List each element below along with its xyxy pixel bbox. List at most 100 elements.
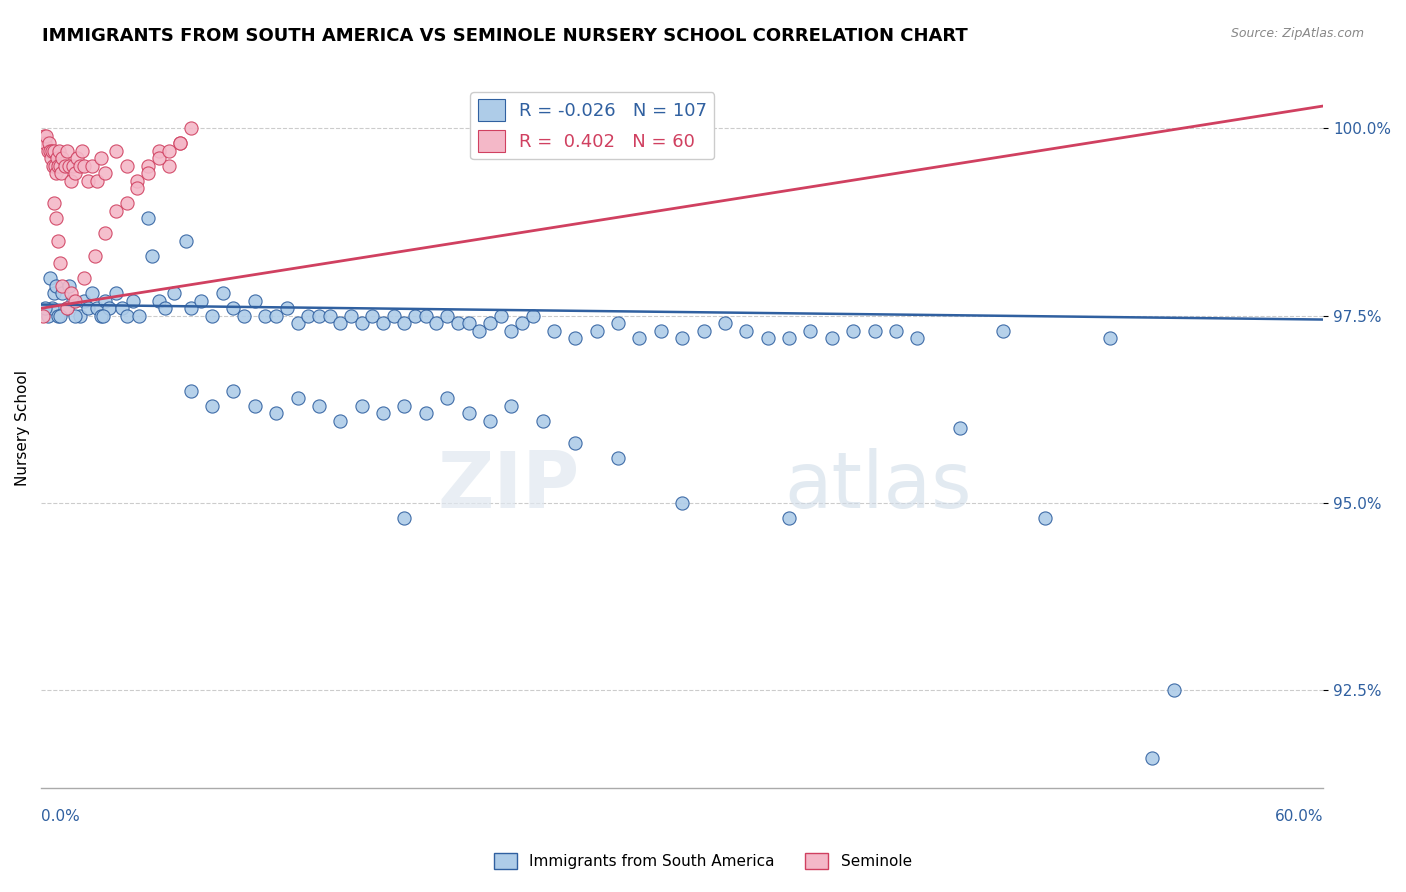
Text: atlas: atlas <box>785 448 973 524</box>
Point <box>382 309 405 323</box>
Point <box>115 159 138 173</box>
Point <box>51 166 73 180</box>
Point <box>180 121 202 136</box>
Point <box>211 286 233 301</box>
Point <box>778 331 800 345</box>
Point <box>157 159 180 173</box>
Point <box>73 293 96 308</box>
Point <box>136 166 159 180</box>
Point <box>157 144 180 158</box>
Point <box>863 324 886 338</box>
Text: 0.0%: 0.0% <box>41 809 80 824</box>
Point <box>510 316 533 330</box>
Point <box>692 324 714 338</box>
Point <box>55 301 77 316</box>
Point <box>42 144 65 158</box>
Point <box>821 331 844 345</box>
Point <box>222 301 245 316</box>
Point <box>60 174 83 188</box>
Point <box>37 309 59 323</box>
Legend: R = -0.026   N = 107, R =  0.402   N = 60: R = -0.026 N = 107, R = 0.402 N = 60 <box>471 92 714 160</box>
Point <box>1035 511 1057 525</box>
Point <box>243 293 266 308</box>
Text: Source: ZipAtlas.com: Source: ZipAtlas.com <box>1230 27 1364 40</box>
Point <box>153 301 176 316</box>
Point <box>361 309 384 323</box>
Point <box>42 286 65 301</box>
Point <box>73 159 96 173</box>
Point <box>49 309 72 323</box>
Point <box>48 144 70 158</box>
Point <box>73 271 96 285</box>
Point <box>949 421 972 435</box>
Point <box>77 174 100 188</box>
Point <box>148 293 170 308</box>
Point <box>45 278 67 293</box>
Point <box>55 144 77 158</box>
Point <box>55 301 77 316</box>
Point <box>66 152 89 166</box>
Point <box>884 324 907 338</box>
Point <box>735 324 758 338</box>
Point <box>136 159 159 173</box>
Point <box>148 144 170 158</box>
Point <box>115 196 138 211</box>
Point <box>90 152 112 166</box>
Point <box>34 301 56 316</box>
Point <box>842 324 865 338</box>
Point <box>415 309 437 323</box>
Point <box>264 406 287 420</box>
Point <box>51 286 73 301</box>
Point <box>176 234 198 248</box>
Point <box>297 309 319 323</box>
Point <box>478 316 501 330</box>
Point <box>436 391 458 405</box>
Point <box>394 316 416 330</box>
Point <box>45 211 67 226</box>
Point <box>531 414 554 428</box>
Point <box>51 152 73 166</box>
Point <box>90 309 112 323</box>
Point <box>122 293 145 308</box>
Point <box>65 293 87 308</box>
Point <box>714 316 737 330</box>
Point <box>585 324 607 338</box>
Point <box>62 159 84 173</box>
Point <box>83 249 105 263</box>
Point <box>94 293 117 308</box>
Point <box>425 316 447 330</box>
Point <box>371 406 394 420</box>
Point <box>104 203 127 218</box>
Point <box>350 399 373 413</box>
Point <box>98 301 121 316</box>
Point <box>41 144 63 158</box>
Y-axis label: Nursery School: Nursery School <box>15 370 30 486</box>
Point <box>287 316 309 330</box>
Point <box>38 136 60 151</box>
Point <box>70 144 93 158</box>
Point <box>329 414 352 428</box>
Point <box>457 316 479 330</box>
Point <box>671 331 693 345</box>
Point <box>318 309 340 323</box>
Point <box>1098 331 1121 345</box>
Point <box>264 309 287 323</box>
Point <box>46 309 69 323</box>
Point <box>201 309 224 323</box>
Point <box>91 309 114 323</box>
Point <box>447 316 470 330</box>
Point <box>522 309 544 323</box>
Point <box>46 159 69 173</box>
Point <box>141 249 163 263</box>
Point <box>180 301 202 316</box>
Point <box>34 128 56 143</box>
Point <box>254 309 277 323</box>
Point <box>190 293 212 308</box>
Point <box>41 301 63 316</box>
Point <box>82 159 104 173</box>
Point <box>340 309 363 323</box>
Point <box>1142 751 1164 765</box>
Point <box>162 286 184 301</box>
Point <box>128 309 150 323</box>
Point <box>415 406 437 420</box>
